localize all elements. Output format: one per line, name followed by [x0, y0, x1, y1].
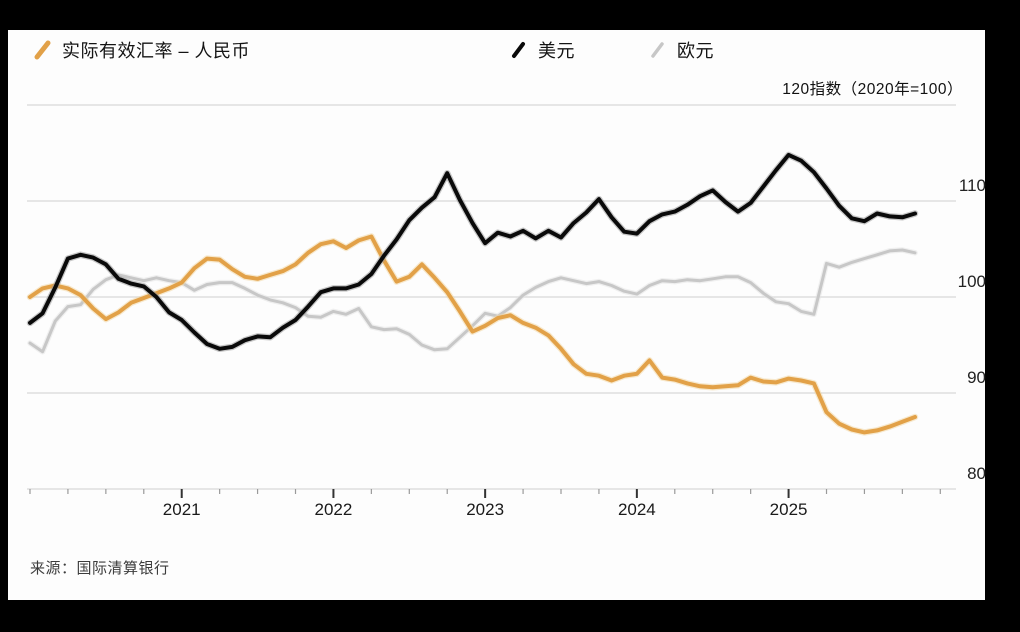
legend-label-eur: 欧元	[677, 41, 714, 61]
x-tick-label-2025: 2025	[769, 500, 808, 519]
x-tick-label-2023: 2023	[466, 500, 505, 519]
series-line-cny	[28, 234, 917, 435]
usd-line-swatch-icon	[512, 42, 525, 58]
source-attribution: 来源：国际清算银行	[30, 560, 170, 577]
y-tick-label-110: 110	[958, 176, 986, 195]
legend-item-usd: 美元	[508, 38, 575, 62]
x-tick-label-2022: 2022	[314, 500, 353, 519]
y-tick-label-80: 80	[967, 464, 986, 483]
legend-label-usd: 美元	[538, 41, 575, 61]
chart-panel: 实际有效汇率 – 人民币 美元 欧元 120指数（2020年=100） 来源：国…	[8, 30, 986, 600]
legend-item-cny: 实际有效汇率 – 人民币	[32, 38, 250, 62]
legend-label-cny: 实际有效汇率 – 人民币	[62, 41, 251, 61]
series-halo-usd	[26, 151, 919, 353]
y-axis-unit-note: 120指数（2020年=100）	[782, 81, 963, 98]
legend-item-eur: 欧元	[647, 38, 714, 62]
series-line-usd	[28, 152, 917, 351]
x-tick-label-2024: 2024	[617, 500, 656, 519]
series-halo-cny	[26, 233, 919, 436]
reer-line-chart	[26, 104, 956, 498]
x-tick-label-2021: 2021	[162, 500, 201, 519]
eur-line-swatch-icon	[651, 42, 664, 58]
cny-line-swatch-icon	[34, 40, 51, 60]
y-tick-label-100: 100	[957, 272, 986, 291]
chart-legend: 实际有效汇率 – 人民币 美元 欧元	[8, 38, 985, 64]
y-tick-label-90: 90	[967, 368, 986, 387]
